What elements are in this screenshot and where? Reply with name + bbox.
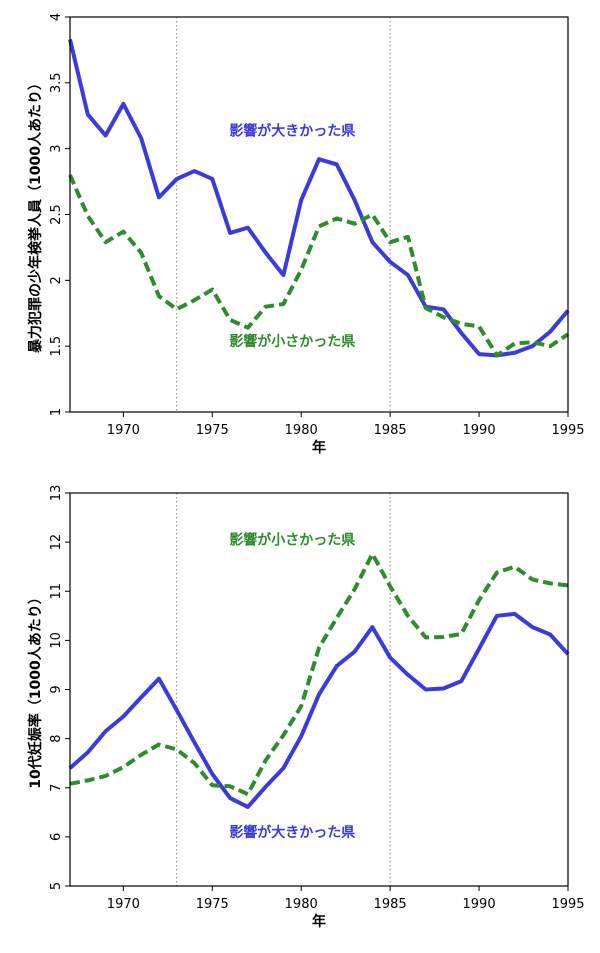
y-tick-label: 3 <box>49 145 64 153</box>
y-tick-label: 12 <box>49 534 64 551</box>
y-tick-label: 13 <box>49 485 64 502</box>
y-tick-label: 8 <box>49 734 64 742</box>
x-tick-label: 1985 <box>374 423 407 438</box>
x-tick-label: 1980 <box>285 423 318 438</box>
series-annotation-affected: 影響が大きかった県 <box>229 123 355 140</box>
y-tick-label: 3.5 <box>49 72 64 93</box>
x-tick-label: 1990 <box>463 423 496 438</box>
y-tick-label: 2.5 <box>49 204 64 225</box>
x-tick-label: 1975 <box>196 897 229 912</box>
y-tick-label: 7 <box>49 784 64 792</box>
x-tick-label: 1975 <box>196 423 229 438</box>
y-tick-label: 10 <box>49 632 64 649</box>
series-line-unaffected <box>68 174 570 358</box>
y-tick-label: 1.5 <box>49 336 64 357</box>
y-tick-label: 5 <box>49 882 64 890</box>
x-tick-label: 1970 <box>107 423 140 438</box>
series-line-affected <box>68 611 570 809</box>
x-tick-label: 1980 <box>285 897 318 912</box>
x-tick-label: 1985 <box>374 897 407 912</box>
series-annotation-unaffected: 影響が小さかった県 <box>229 532 355 549</box>
chart-panel-1: 1970 1975 1980 1985 1990 1995 1 1.5 2 2.5 3 3.5 4 年 暴力… <box>27 13 585 456</box>
y-tick-label: 4 <box>49 13 64 21</box>
x-tick-label: 1970 <box>107 897 140 912</box>
x-tick-label: 1990 <box>463 897 496 912</box>
y-axis-title: 暴力犯罪の少年検挙人員（1000人あたり） <box>27 76 44 354</box>
plot-frame <box>69 16 569 413</box>
series-line-unaffected <box>69 551 569 797</box>
y-tick-label: 2 <box>49 276 64 284</box>
x-axis-title: 年 <box>312 439 326 456</box>
series-annotation-affected: 影響が大きかった県 <box>229 824 355 841</box>
y-tick-label: 1 <box>49 408 64 416</box>
y-tick-label: 11 <box>49 583 64 600</box>
series-line-affected <box>68 38 570 358</box>
y-tick-label: 6 <box>49 833 64 841</box>
x-axis-title: 年 <box>312 913 326 930</box>
x-tick-label: 1995 <box>551 897 584 912</box>
y-axis-title: 10代妊娠率（1000人あたり） <box>27 590 44 788</box>
x-tick-label: 1995 <box>551 423 584 438</box>
y-tick-label: 9 <box>49 685 64 693</box>
chart-panel-2: 1970 1975 1980 1985 1990 1995 5 6 7 8 9 10 11 12 13 年 10… <box>27 485 585 930</box>
series-annotation-unaffected: 影響が小さかった県 <box>229 333 355 350</box>
